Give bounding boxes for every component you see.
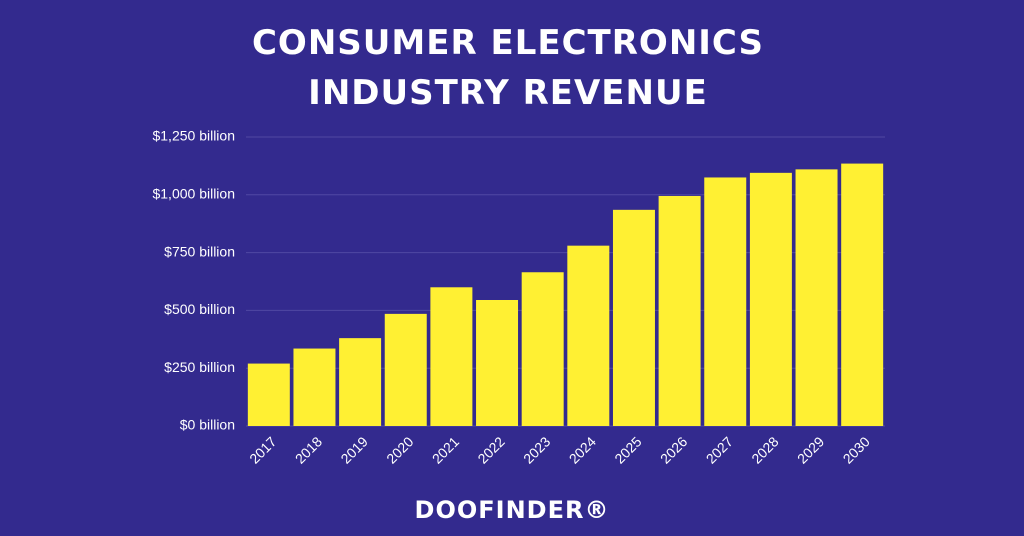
y-tick-label: $250 billion — [164, 359, 235, 375]
bar — [658, 195, 701, 426]
x-tick-label: 2019 — [338, 433, 371, 466]
x-tick-label: 2020 — [383, 433, 416, 466]
bar — [293, 348, 336, 426]
bar — [795, 169, 838, 427]
bar — [384, 313, 427, 426]
logo: DOOFINDER® — [414, 496, 610, 524]
x-tick-label: 2018 — [292, 433, 325, 466]
x-tick-label: 2024 — [566, 433, 599, 466]
bar — [567, 245, 610, 426]
bar — [247, 363, 290, 426]
bar — [521, 272, 564, 426]
y-tick-label: $500 billion — [164, 301, 235, 317]
y-tick-label: $0 billion — [180, 417, 235, 433]
chart-title: CONSUMER ELECTRONICS INDUSTRY REVENUE — [251, 23, 764, 113]
y-tick-label: $1,250 billion — [152, 128, 235, 144]
bar — [339, 338, 382, 426]
bar — [430, 287, 473, 426]
x-tick-label: 2030 — [840, 433, 873, 466]
x-tick-label: 2028 — [748, 433, 781, 466]
x-tick-label: 2017 — [246, 433, 279, 466]
bar — [841, 163, 884, 426]
y-tick-label: $1,000 billion — [152, 186, 235, 202]
bar — [476, 299, 519, 426]
x-tick-label: 2027 — [703, 433, 736, 466]
y-tick-label: $750 billion — [164, 243, 235, 259]
bar — [612, 209, 655, 426]
x-tick-label: 2022 — [474, 433, 507, 466]
bar — [749, 172, 792, 426]
x-tick-label: 2025 — [611, 433, 644, 466]
x-tick-label: 2023 — [520, 433, 553, 466]
bar — [704, 177, 747, 426]
x-tick-label: 2026 — [657, 433, 690, 466]
x-tick-label: 2029 — [794, 433, 827, 466]
x-tick-label: 2021 — [429, 433, 462, 466]
